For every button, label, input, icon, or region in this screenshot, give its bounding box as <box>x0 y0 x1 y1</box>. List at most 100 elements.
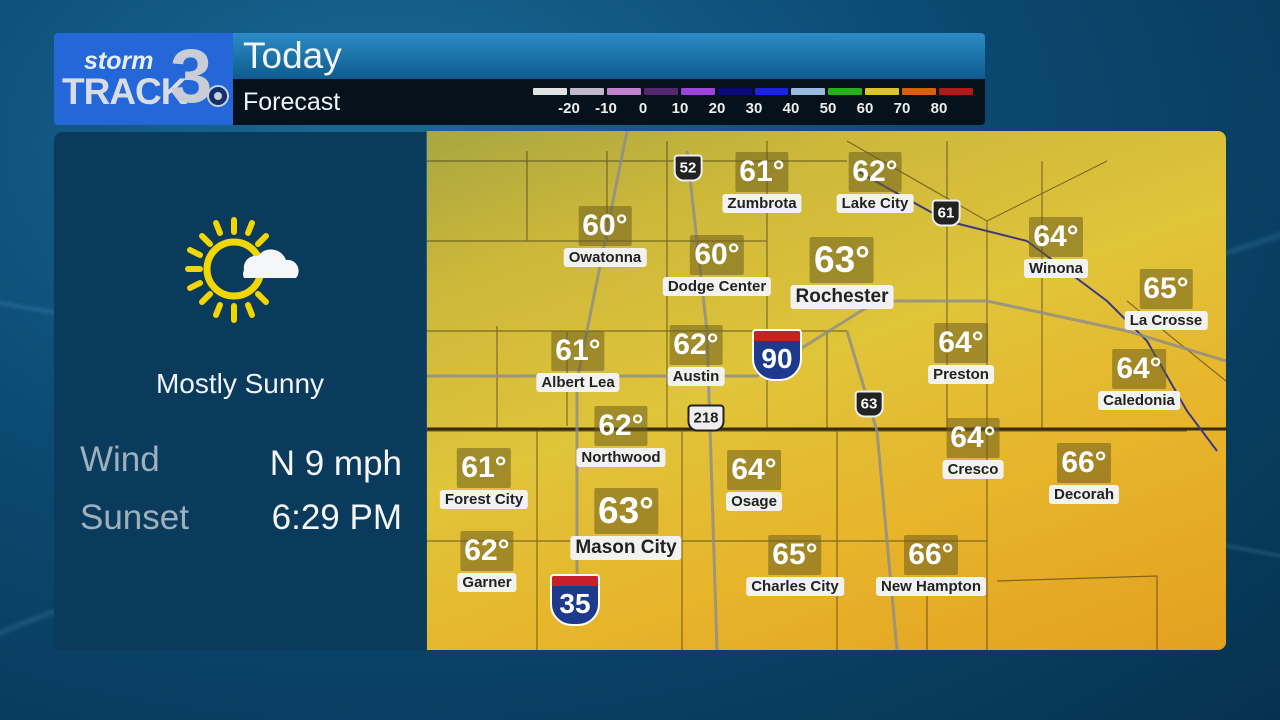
sunset-label: Sunset <box>80 498 189 537</box>
legend-label: 10 <box>671 100 689 117</box>
title-bar: Today <box>233 33 985 79</box>
city-temperature: 66° <box>1057 443 1111 483</box>
city-forecast: 61° Forest City <box>439 448 529 509</box>
city-temperature: 66° <box>904 535 958 575</box>
legend-swatch <box>791 88 826 95</box>
page-title: Today <box>243 35 342 76</box>
city-forecast: 66° Decorah <box>1048 443 1120 504</box>
legend-label: 20 <box>708 100 726 117</box>
city-temperature: 61° <box>457 448 511 488</box>
city-forecast: 63° Mason City <box>570 488 682 560</box>
legend-swatch <box>828 88 863 95</box>
city-forecast: 60° Dodge Center <box>662 235 772 296</box>
partly-sunny-icon <box>185 217 299 323</box>
us-63-shield-icon: 63 <box>854 390 884 418</box>
conditions-panel: Mostly Sunny Wind N 9 mph Sunset 6:29 PM <box>54 132 426 650</box>
city-name: Osage <box>726 492 782 511</box>
city-name: Dodge Center <box>662 277 772 296</box>
wind-label: Wind <box>80 440 160 479</box>
city-name: Zumbrota <box>722 194 802 213</box>
legend-swatch <box>606 88 641 95</box>
city-temperature: 62° <box>594 406 648 446</box>
city-temperature: 61° <box>551 331 605 371</box>
legend-swatch <box>643 88 678 95</box>
city-temperature: 65° <box>768 535 822 575</box>
city-forecast: 62° Lake City <box>836 152 914 213</box>
us-52-shield-icon: 52 <box>673 154 703 182</box>
legend-swatch <box>902 88 937 95</box>
wind-value: N 9 mph <box>269 444 402 483</box>
city-name: Rochester <box>790 285 894 309</box>
city-temperature: 60° <box>578 206 632 246</box>
city-temperature: 61° <box>735 152 789 192</box>
city-temperature: 64° <box>1112 349 1166 389</box>
city-name: Charles City <box>746 577 844 596</box>
city-forecast: 64° Cresco <box>942 418 1004 479</box>
city-temperature: 62° <box>669 325 723 365</box>
city-name: Caledonia <box>1098 391 1180 410</box>
legend-label: 40 <box>782 100 800 117</box>
legend-label: 0 <box>638 100 648 117</box>
interstate-90-shield-icon: 90 <box>752 329 802 381</box>
city-forecast: 64° Caledonia <box>1098 349 1180 410</box>
city-temperature: 63° <box>810 237 874 283</box>
city-name: New Hampton <box>875 577 987 596</box>
sunset-value: 6:29 PM <box>271 498 402 537</box>
city-name: Albert Lea <box>536 373 620 392</box>
legend-swatch <box>754 88 789 95</box>
city-name: Northwood <box>576 448 666 467</box>
city-forecast: 63° Rochester <box>790 237 894 309</box>
cbs-eye-icon <box>207 85 229 107</box>
legend-label: 30 <box>745 100 763 117</box>
legend-swatch <box>569 88 604 95</box>
city-name: Mason City <box>570 536 682 560</box>
city-forecast: 65° La Crosse <box>1124 269 1208 330</box>
city-forecast: 65° Charles City <box>746 535 844 596</box>
city-forecast: 61° Zumbrota <box>722 152 802 213</box>
city-temperature: 64° <box>946 418 1000 458</box>
legend-swatch <box>939 88 974 95</box>
city-temperature: 64° <box>727 450 781 490</box>
subtitle-bar: Forecast -20 -10 0 10 20 30 40 50 60 70 80 <box>233 79 985 125</box>
city-temperature: 63° <box>594 488 658 534</box>
station-logo: storm TRACK 3 <box>54 33 233 125</box>
city-temperature: 62° <box>460 531 514 571</box>
legend-label: -10 <box>595 100 617 117</box>
city-temperature: 65° <box>1139 269 1193 309</box>
city-name: Garner <box>457 573 517 592</box>
interstate-35-shield-icon: 35 <box>550 574 600 626</box>
city-name: Austin <box>667 367 725 386</box>
city-name: Cresco <box>942 460 1004 479</box>
city-temperature: 60° <box>690 235 744 275</box>
forecast-map: 61° Zumbrota 62° Lake City 60° Owatonna 60° Dod… <box>427 131 1226 650</box>
city-forecast: 60° Owatonna <box>563 206 647 267</box>
us-218-shield-icon: 218 <box>687 404 725 432</box>
legend-label: 50 <box>819 100 837 117</box>
city-forecast: 62° Austin <box>667 325 725 386</box>
legend-swatch <box>717 88 752 95</box>
legend-swatch <box>680 88 715 95</box>
legend-label: 80 <box>930 100 948 117</box>
condition-summary: Mostly Sunny <box>155 368 325 399</box>
temperature-legend: -20 -10 0 10 20 30 40 50 60 70 80 <box>533 88 974 122</box>
us-61-shield-icon: 61 <box>931 199 961 227</box>
legend-label: 70 <box>893 100 911 117</box>
city-temperature: 62° <box>848 152 902 192</box>
city-forecast: 64° Winona <box>1023 217 1089 278</box>
city-forecast: 61° Albert Lea <box>536 331 620 392</box>
legend-label: 60 <box>856 100 874 117</box>
city-name: Lake City <box>836 194 914 213</box>
city-name: Forest City <box>439 490 529 509</box>
city-name: Winona <box>1023 259 1089 278</box>
city-name: Owatonna <box>563 248 647 267</box>
legend-swatch <box>865 88 900 95</box>
city-forecast: 62° Garner <box>457 531 517 592</box>
page-subtitle: Forecast <box>243 88 341 116</box>
city-forecast: 64° Osage <box>726 450 782 511</box>
city-forecast: 62° Northwood <box>576 406 666 467</box>
city-forecast: 64° Preston <box>928 323 994 384</box>
legend-swatch <box>533 88 567 95</box>
city-temperature: 64° <box>934 323 988 363</box>
legend-label: -20 <box>558 100 580 117</box>
city-temperature: 64° <box>1029 217 1083 257</box>
